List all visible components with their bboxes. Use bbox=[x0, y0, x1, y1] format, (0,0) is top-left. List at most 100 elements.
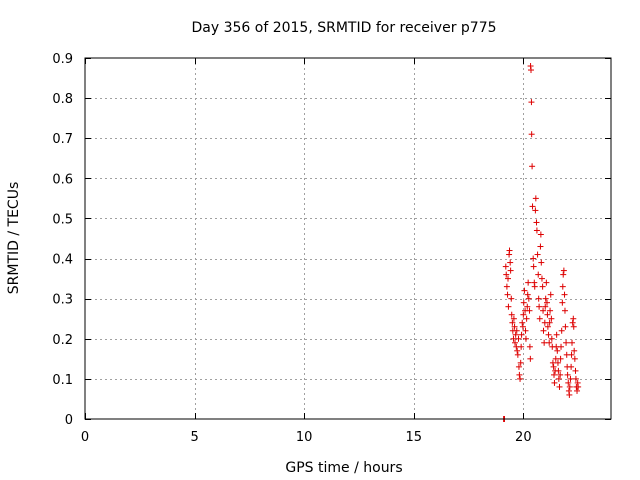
data-point bbox=[513, 327, 520, 334]
data-point bbox=[535, 271, 542, 278]
data-point bbox=[555, 375, 562, 382]
data-point bbox=[515, 335, 522, 342]
data-point bbox=[528, 67, 535, 74]
data-point bbox=[517, 375, 524, 382]
data-point bbox=[521, 287, 528, 294]
data-point bbox=[574, 387, 581, 394]
data-point bbox=[544, 323, 551, 330]
y-tick-label: 0.7 bbox=[52, 132, 73, 147]
data-point bbox=[516, 371, 523, 378]
data-point bbox=[540, 327, 547, 334]
data-point bbox=[535, 295, 542, 302]
data-point bbox=[572, 375, 579, 382]
data-point bbox=[551, 371, 558, 378]
data-point bbox=[510, 315, 517, 322]
data-point bbox=[517, 359, 524, 366]
data-point bbox=[504, 275, 511, 282]
data-point bbox=[553, 331, 560, 338]
data-point bbox=[546, 319, 553, 326]
x-tick-label: 10 bbox=[296, 430, 313, 445]
data-point bbox=[545, 331, 552, 338]
data-point bbox=[550, 363, 557, 370]
data-point bbox=[511, 323, 518, 330]
x-tick-label: 15 bbox=[405, 430, 422, 445]
data-point bbox=[565, 379, 572, 386]
data-point bbox=[503, 283, 510, 290]
data-point bbox=[546, 339, 553, 346]
data-point bbox=[564, 371, 571, 378]
data-point bbox=[523, 315, 530, 322]
y-tick-label: 0.4 bbox=[52, 253, 73, 268]
data-point bbox=[519, 319, 526, 326]
data-point bbox=[536, 303, 543, 310]
data-point bbox=[558, 343, 565, 350]
data-point bbox=[507, 259, 514, 266]
data-point bbox=[560, 267, 567, 274]
data-point bbox=[562, 323, 569, 330]
data-point bbox=[520, 311, 527, 318]
data-point bbox=[512, 331, 519, 338]
data-point bbox=[542, 295, 549, 302]
data-point bbox=[551, 379, 558, 386]
data-point bbox=[568, 363, 575, 370]
data-point bbox=[536, 315, 543, 322]
data-point bbox=[502, 263, 509, 270]
data-point bbox=[556, 383, 563, 390]
data-point bbox=[522, 327, 529, 334]
y-tick-label: 0.3 bbox=[52, 293, 73, 308]
data-point bbox=[519, 323, 526, 330]
y-tick-label: 0 bbox=[65, 413, 73, 428]
data-point bbox=[514, 351, 521, 358]
x-tick-label: 5 bbox=[190, 430, 198, 445]
data-point bbox=[558, 327, 565, 334]
data-point bbox=[548, 315, 555, 322]
data-point bbox=[528, 131, 535, 138]
y-tick-label: 0.8 bbox=[52, 92, 73, 107]
data-point bbox=[515, 363, 522, 370]
data-point bbox=[532, 207, 539, 214]
data-point bbox=[520, 299, 527, 306]
data-point bbox=[509, 319, 516, 326]
data-point bbox=[575, 383, 582, 390]
data-point bbox=[566, 391, 573, 398]
data-point bbox=[568, 339, 575, 346]
y-tick-label: 0.6 bbox=[52, 172, 73, 187]
data-point bbox=[525, 279, 532, 286]
grid-lines bbox=[85, 58, 611, 419]
data-point bbox=[518, 343, 525, 350]
y-tick-label: 0.9 bbox=[52, 52, 73, 67]
y-tick-labels: 0 0.1 0.2 0.3 0.4 0.5 0.6 0.7 0.8 0.9 bbox=[52, 52, 73, 428]
data-point bbox=[559, 283, 566, 290]
data-point bbox=[533, 219, 540, 226]
axis-ticks bbox=[85, 58, 611, 420]
data-point bbox=[541, 339, 548, 346]
y-tick-label: 0.1 bbox=[52, 373, 73, 388]
data-point bbox=[510, 335, 517, 342]
data-point bbox=[548, 335, 555, 342]
data-point bbox=[559, 299, 566, 306]
data-point bbox=[530, 255, 537, 262]
x-tick-labels: 0 5 10 15 20 bbox=[81, 430, 532, 445]
data-point bbox=[554, 359, 561, 366]
data-point bbox=[505, 303, 512, 310]
data-point bbox=[506, 247, 513, 254]
chart-title: Day 356 of 2015, SRMTID for receiver p77… bbox=[191, 20, 496, 36]
y-axis-label: SRMTID / TECUs bbox=[6, 182, 22, 295]
data-point bbox=[529, 203, 536, 210]
data-point bbox=[569, 319, 576, 326]
x-axis-label: GPS time / hours bbox=[285, 460, 402, 476]
data-point bbox=[524, 291, 531, 298]
data-point bbox=[540, 307, 547, 314]
data-point bbox=[507, 267, 514, 274]
data-point bbox=[542, 303, 549, 310]
data-point bbox=[504, 291, 511, 298]
data-point bbox=[522, 335, 529, 342]
data-point bbox=[525, 295, 532, 302]
data-point bbox=[538, 259, 545, 266]
data-point bbox=[570, 315, 577, 322]
data-point bbox=[529, 163, 536, 170]
data-point bbox=[514, 347, 521, 354]
data-point bbox=[512, 339, 519, 346]
data-point bbox=[563, 339, 570, 346]
